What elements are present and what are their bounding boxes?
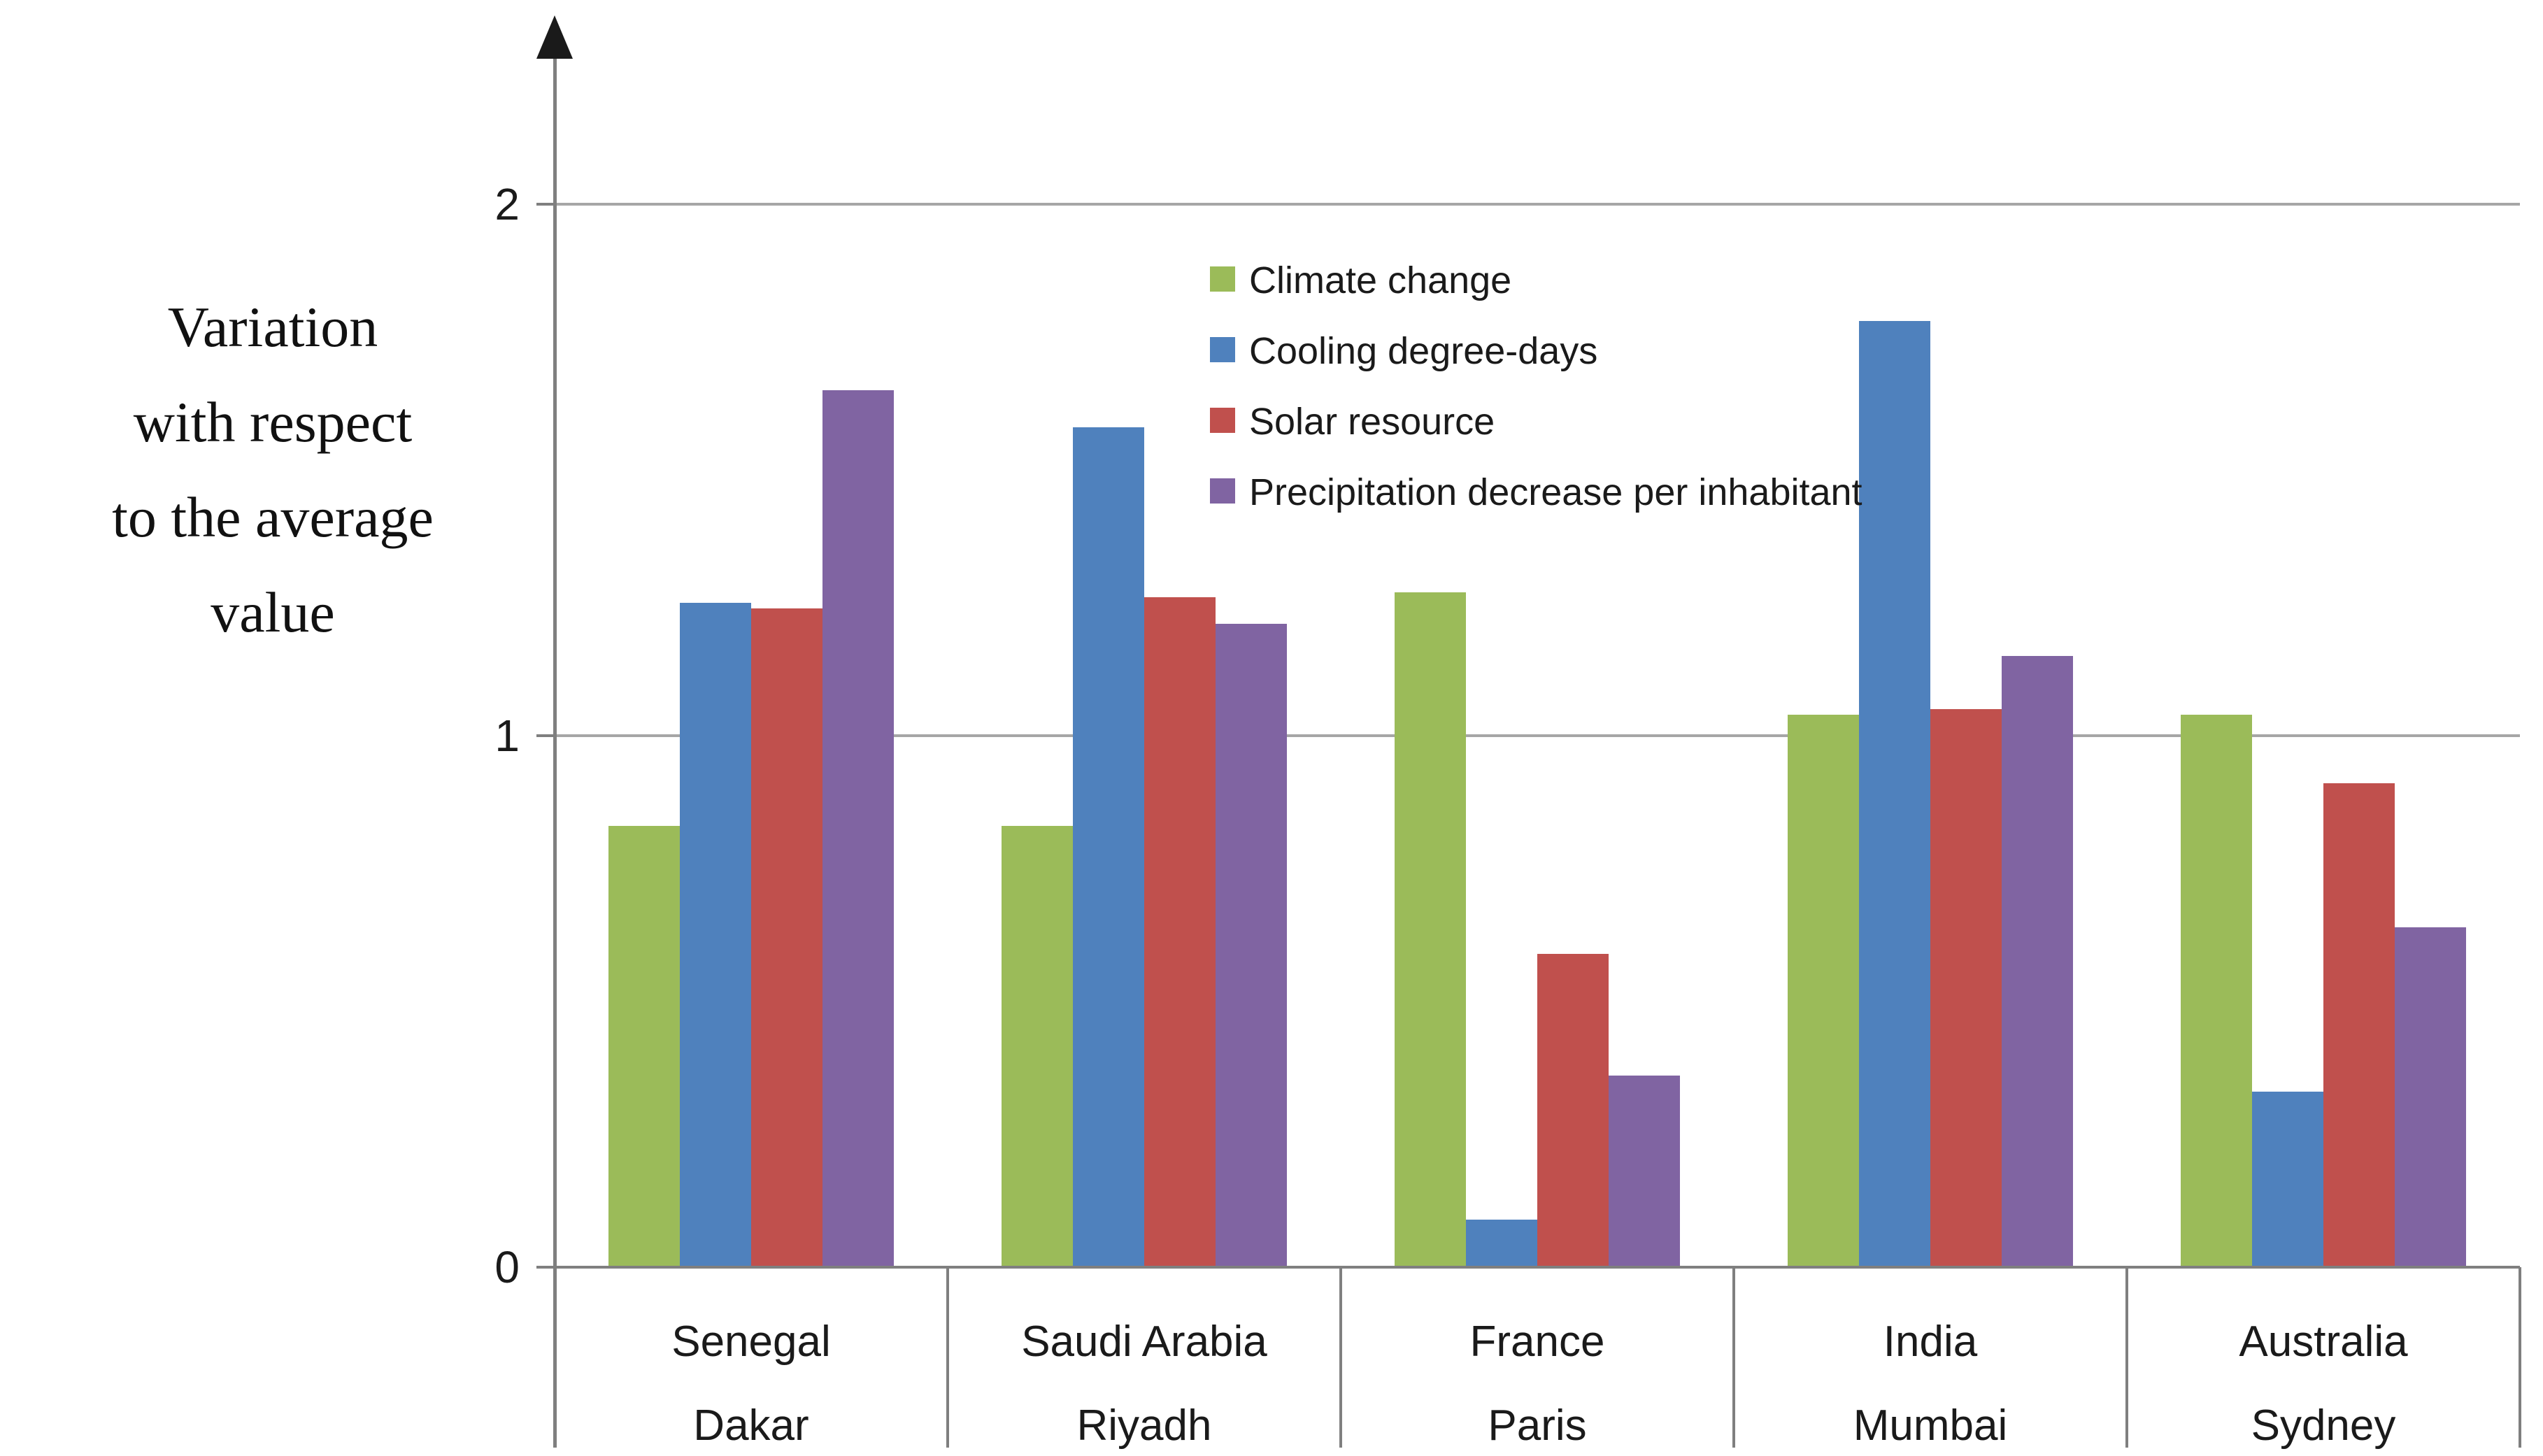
legend-label: Cooling degree-days: [1249, 330, 1598, 372]
category-label-city: Mumbai: [1853, 1401, 2008, 1450]
bar-climate-change: [1002, 826, 1073, 1267]
y-axis-title-line: to the average: [112, 485, 434, 550]
bar-climate-change: [1395, 592, 1466, 1267]
bar-cooling-degree-days: [1466, 1220, 1537, 1267]
bar-cooling-degree-days: [1859, 321, 1930, 1267]
tick-mark: [536, 1266, 555, 1269]
bar-solar-resource: [2323, 783, 2395, 1267]
legend-swatch-icon: [1210, 478, 1235, 504]
tick-mark: [536, 203, 555, 206]
category-separator: [1732, 1267, 1735, 1448]
category-separator: [1339, 1267, 1342, 1448]
bar-climate-change: [1788, 715, 1859, 1267]
category-label-city: Sydney: [2251, 1401, 2396, 1450]
bar-precipitation-decrease-per-inhabitant: [2002, 656, 2073, 1267]
legend-swatch-icon: [1210, 408, 1235, 433]
gridline: [555, 734, 2520, 737]
y-axis-line: [553, 55, 557, 1448]
category-label-country: France: [1469, 1318, 1605, 1366]
legend-label: Precipitation decrease per inhabitant: [1249, 471, 1862, 513]
category-label-city: Dakar: [693, 1401, 809, 1450]
category-label-country: Australia: [2239, 1318, 2408, 1366]
bar-cooling-degree-days: [1073, 427, 1144, 1267]
y-axis-title: Variation with respect to the average value: [21, 280, 525, 660]
bar-solar-resource: [1144, 597, 1216, 1267]
x-axis-baseline: [555, 1266, 2520, 1269]
category-label-city: Riyadh: [1076, 1401, 1212, 1450]
y-axis-title-line: value: [211, 580, 335, 645]
legend-label: Solar resource: [1249, 401, 1495, 443]
y-axis-title-line: Variation: [167, 295, 378, 359]
y-tick-label: 1: [494, 711, 520, 761]
bar-precipitation-decrease-per-inhabitant: [822, 390, 894, 1267]
bar-solar-resource: [1930, 709, 2002, 1267]
tick-mark: [536, 734, 555, 737]
bar-climate-change: [2181, 715, 2252, 1267]
y-tick-label: 2: [494, 179, 520, 229]
bar-precipitation-decrease-per-inhabitant: [1609, 1076, 1680, 1267]
legend-label: Climate change: [1249, 259, 1512, 301]
category-label-city: Paris: [1488, 1401, 1587, 1450]
legend-swatch-icon: [1210, 266, 1235, 292]
y-axis-title-line: with respect: [133, 390, 413, 455]
bar-cooling-degree-days: [2252, 1092, 2323, 1267]
bar-solar-resource: [1537, 954, 1609, 1267]
category-separator: [946, 1267, 949, 1448]
category-separator: [2125, 1267, 2128, 1448]
bar-cooling-degree-days: [680, 603, 751, 1267]
category-label-country: Senegal: [671, 1318, 831, 1366]
bar-precipitation-decrease-per-inhabitant: [2395, 927, 2466, 1267]
category-separator: [2519, 1267, 2521, 1448]
y-tick-label: 0: [494, 1242, 520, 1292]
gridline: [555, 203, 2520, 206]
bar-precipitation-decrease-per-inhabitant: [1216, 624, 1287, 1267]
bar-solar-resource: [751, 608, 822, 1267]
category-label-country: India: [1883, 1318, 1978, 1366]
category-label-country: Saudi Arabia: [1021, 1318, 1267, 1366]
legend-swatch-icon: [1210, 337, 1235, 362]
y-axis-arrow-icon: [536, 15, 573, 59]
bar-climate-change: [608, 826, 680, 1267]
